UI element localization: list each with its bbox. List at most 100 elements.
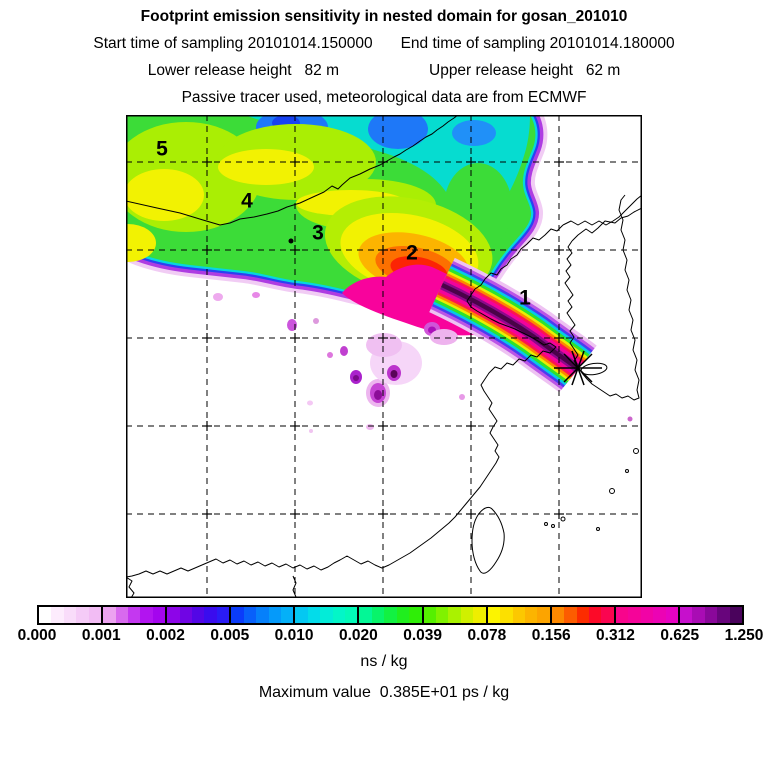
- colorbar-cell: [127, 607, 141, 623]
- colorbar-cell: [551, 607, 565, 623]
- colorbar-cell: [359, 607, 372, 623]
- colorbar-tick-label: 0.039: [403, 627, 443, 644]
- coast-korea: [564, 194, 640, 401]
- colorbar-cell: [216, 607, 230, 623]
- map-frame: [126, 115, 642, 598]
- colorbar-cell: [345, 607, 358, 623]
- colorbar-cell: [332, 607, 346, 623]
- island-small: [625, 469, 629, 473]
- colorbar-cell: [524, 607, 538, 623]
- colorbar-cell: [564, 607, 577, 623]
- border-southwest: [126, 576, 135, 598]
- colorbar-cell: [487, 607, 501, 623]
- colorbar-cell: [39, 607, 52, 623]
- colorbar-cell: [167, 607, 180, 623]
- colorbar-cell: [179, 607, 193, 623]
- colorbar-cell: [500, 607, 513, 623]
- plume-blue-patch: [452, 120, 496, 146]
- colorbar-cell: [384, 607, 397, 623]
- colorbar-cell: [512, 607, 525, 623]
- colorbar-cell: [679, 607, 693, 623]
- colorbar-cell: [51, 607, 64, 623]
- colorbar-cell: [601, 607, 614, 623]
- colorbar-tick-label: 0.005: [210, 627, 250, 644]
- maximum-value-text: Maximum value 0.385E+01 ps / kg: [258, 684, 510, 701]
- colorbar-cell: [243, 607, 257, 623]
- colorbar-cell: [192, 607, 205, 623]
- colorbar-cell: [307, 607, 321, 623]
- colorbar-tick-labels: 0.000 0.001 0.002 0.005 0.010 0.020 0.039 0.078…: [18, 627, 764, 645]
- colorbar-cell: [537, 607, 550, 623]
- plume-ribbon: [429, 257, 597, 393]
- colorbar-tick-label: 0.020: [338, 627, 378, 644]
- colorbar-segment: [485, 607, 550, 623]
- colorbar-cell: [115, 607, 128, 623]
- colorbar-segment: [39, 607, 102, 623]
- colorbar-cell: [409, 607, 422, 623]
- colorbar-cell: [231, 607, 244, 623]
- coast-china-east: [126, 224, 564, 578]
- maximum-value-line: Maximum value 0.385E+01 ps / kg: [0, 684, 768, 702]
- colorbar-cell: [704, 607, 718, 623]
- colorbar-cell: [63, 607, 77, 623]
- lower-release-text: Lower release height 82 m: [147, 62, 339, 79]
- colorbar-cell: [140, 607, 153, 623]
- colorbar-cell: [204, 607, 217, 623]
- colorbar-tick-label: 0.156: [531, 627, 571, 644]
- colorbar-cell: [371, 607, 385, 623]
- colorbar-cell: [589, 607, 602, 623]
- trajectory-dot: [288, 238, 294, 244]
- colorbar-segment: [357, 607, 422, 623]
- colorbar-segment: [101, 607, 166, 623]
- colorbar-segment: [677, 607, 743, 623]
- colorbar-cell: [460, 607, 474, 623]
- colorbar-cell: [615, 607, 629, 623]
- colorbar-tick-label: 0.001: [81, 627, 121, 644]
- release-heights-line: Lower release height 82 m Upper release h…: [0, 62, 768, 80]
- island-small: [544, 522, 548, 526]
- colorbar-cell: [665, 607, 678, 623]
- colorbar-cell: [435, 607, 449, 623]
- island-small: [596, 527, 600, 531]
- colorbar-cell: [448, 607, 461, 623]
- colorbar-tick-label: 0.078: [467, 627, 507, 644]
- island-small: [633, 448, 639, 454]
- island-small: [560, 516, 566, 522]
- colorbar-cell: [76, 607, 89, 623]
- colorbar-cell: [576, 607, 590, 623]
- colorbar-cell: [152, 607, 166, 623]
- island-small: [609, 488, 615, 494]
- graticule-crosses: [202, 157, 564, 519]
- colorbar-tick-label: 0.312: [596, 627, 635, 644]
- colorbar-cell: [473, 607, 486, 623]
- colorbar-segment: [421, 607, 486, 623]
- coast-primorye: [571, 207, 642, 242]
- colorbar-tick-label: 0.002: [146, 627, 185, 644]
- colorbar-cell: [692, 607, 705, 623]
- coast-korea-bay-north: [562, 194, 642, 226]
- colorbar-cell: [295, 607, 308, 623]
- colorbar-segment: [613, 607, 678, 623]
- colorbar-cell: [653, 607, 666, 623]
- colorbar-tick-label: 1.250: [724, 627, 764, 644]
- colorbar-cell: [396, 607, 410, 623]
- island-taiwan: [471, 506, 505, 574]
- colorbar: [37, 605, 744, 625]
- colorbar-tick-label: 0.000: [17, 627, 57, 644]
- colorbar-unit-line: ns / kg: [0, 653, 768, 671]
- colorbar-cell: [717, 607, 730, 623]
- sampling-times-line: Start time of sampling 20101014.150000 En…: [0, 35, 768, 53]
- colorbar-tick-label: 0.625: [660, 627, 700, 644]
- colorbar-cell: [268, 607, 281, 623]
- coastlines: [126, 115, 642, 598]
- receptor-star-icon: [554, 350, 602, 386]
- colorbar-cell: [729, 607, 743, 623]
- colorbar-cell: [256, 607, 269, 623]
- colorbar-cell: [628, 607, 641, 623]
- colorbar-cell: [88, 607, 102, 623]
- plume-yellow: [126, 224, 156, 262]
- colorbar-segment: [293, 607, 358, 623]
- tracer-info-line: Passive tracer used, meteorological data…: [0, 89, 768, 107]
